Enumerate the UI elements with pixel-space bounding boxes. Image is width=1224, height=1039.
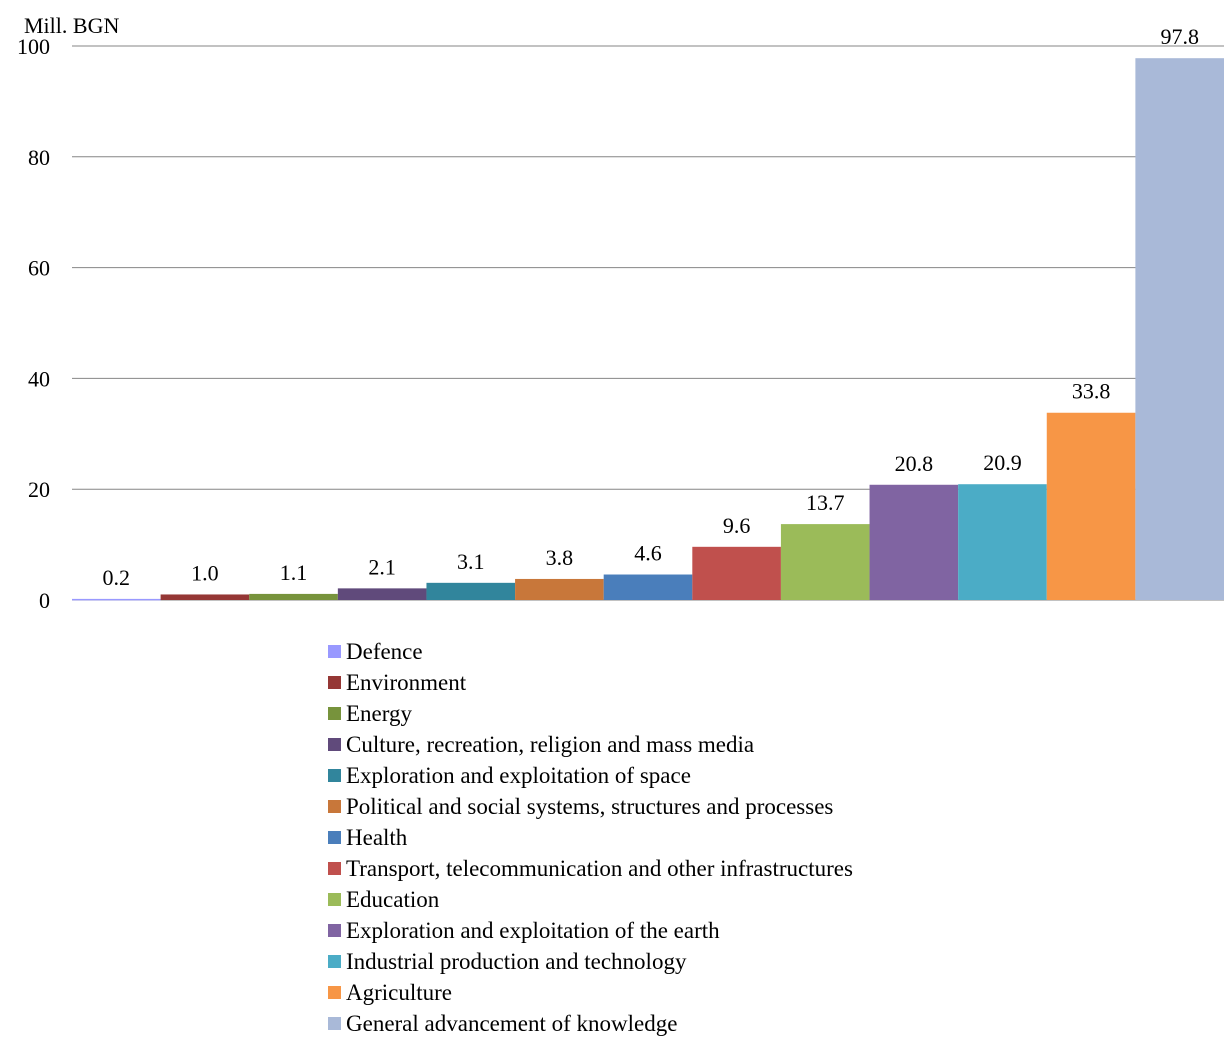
y-tick-label: 80	[28, 145, 50, 170]
legend-item: Agriculture	[328, 977, 853, 1008]
data-label: 3.8	[546, 545, 574, 570]
data-label: 2.1	[368, 554, 396, 579]
bar	[72, 598, 161, 601]
legend-label: General advancement of knowledge	[346, 1011, 678, 1036]
data-label: 20.9	[983, 450, 1022, 475]
legend-swatch	[328, 893, 341, 906]
legend-label: Exploration and exploitation of the eart…	[346, 918, 720, 943]
data-label: 33.8	[1072, 379, 1111, 404]
data-label: 1.1	[280, 560, 308, 585]
legend-label: Political and social systems, structures…	[346, 794, 834, 819]
data-label: 4.6	[634, 541, 662, 566]
data-label: 13.7	[806, 490, 845, 515]
legend-swatch	[328, 955, 341, 968]
legend-label: Energy	[346, 701, 413, 726]
data-labels: 0.2 1.0 1.1 2.1 3.1 3.8 4.6 9.6 13.7 20.8 20.9 33.8…	[103, 24, 1199, 590]
legend-label: Transport, telecommunication and other i…	[346, 856, 853, 881]
y-tick-label: 60	[28, 256, 50, 281]
legend-swatch	[328, 676, 341, 689]
bar	[1135, 58, 1224, 601]
bar	[249, 593, 338, 600]
legend-item: Exploration and exploitation of the eart…	[328, 915, 853, 946]
legend: Defence Environment Energy Culture, recreat…	[328, 636, 853, 1039]
legend-swatch	[328, 800, 341, 813]
y-axis-ticks: 0 20 40 60 80 100	[17, 34, 50, 613]
bar	[1046, 412, 1136, 600]
bar	[780, 524, 870, 600]
data-label: 97.8	[1160, 24, 1199, 49]
bar	[692, 546, 781, 600]
legend-item: Industrial production and technology	[328, 946, 853, 977]
legend-swatch	[328, 862, 341, 875]
legend-item: Health	[328, 822, 853, 853]
legend-label: Culture, recreation, religion and mass m…	[346, 732, 755, 757]
y-tick-label: 40	[28, 366, 50, 391]
data-label: 9.6	[723, 513, 751, 538]
legend-item: Energy	[328, 698, 853, 729]
bar	[869, 484, 959, 600]
bar	[426, 582, 516, 600]
legend-item: Exploration and exploitation of space	[328, 760, 853, 791]
legend-swatch	[328, 738, 341, 751]
data-label: 0.2	[103, 565, 131, 590]
legend-label: Defence	[346, 639, 423, 664]
bar-chart: 0 20 40 60 80 100 0.2 1.0 1.1 2.1 3.1 3.8 4.6 9.6 13.…	[17, 13, 1224, 613]
legend-swatch	[328, 645, 341, 658]
legend-item: Culture, recreation, religion and mass m…	[328, 729, 853, 760]
legend-item: Transport, telecommunication and other i…	[328, 853, 853, 884]
data-label: 3.1	[457, 549, 485, 574]
legend-swatch	[328, 707, 341, 720]
legend-label: Agriculture	[346, 980, 453, 1005]
legend-swatch	[328, 924, 341, 937]
bar	[160, 594, 250, 600]
legend-label: Health	[346, 825, 408, 850]
legend-item: Defence	[328, 636, 853, 667]
data-label: 1.0	[191, 560, 219, 585]
y-tick-label: 0	[39, 588, 50, 613]
legend-swatch	[328, 986, 341, 999]
legend-item: Environment	[328, 667, 853, 698]
bar	[603, 574, 693, 600]
legend-item: Education	[328, 884, 853, 915]
legend-item: Political and social systems, structures…	[328, 791, 853, 822]
y-tick-label: 100	[17, 34, 50, 59]
legend-label: Exploration and exploitation of space	[346, 763, 691, 788]
bar	[515, 578, 604, 600]
legend-swatch	[328, 831, 341, 844]
legend-label: Education	[346, 887, 440, 912]
y-tick-label: 20	[28, 477, 50, 502]
bars	[72, 58, 1224, 601]
legend-swatch	[328, 769, 341, 782]
bar	[337, 588, 427, 600]
bar	[958, 484, 1047, 600]
legend-item: General advancement of knowledge	[328, 1008, 853, 1039]
legend-label: Industrial production and technology	[346, 949, 687, 974]
legend-label: Environment	[346, 670, 467, 695]
y-axis-label: Mill. BGN	[24, 13, 119, 38]
data-label: 20.8	[895, 451, 934, 476]
legend-swatch	[328, 1017, 341, 1030]
